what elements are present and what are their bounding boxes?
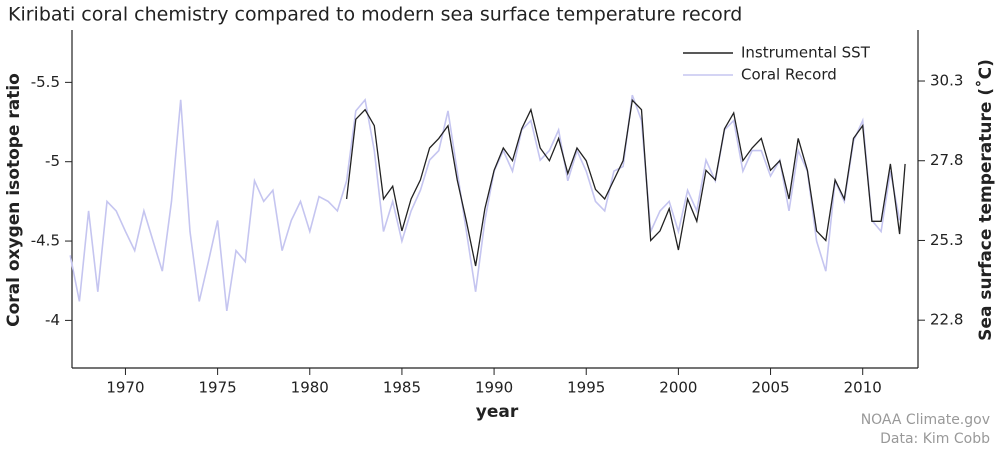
y2-tick-label: 27.8 xyxy=(930,151,963,169)
chart-title: Kiribati coral chemistry compared to mod… xyxy=(8,4,742,26)
y2-tick-label: 25.3 xyxy=(930,231,963,249)
credit: NOAA Climate.gov xyxy=(861,412,990,428)
x-tick-label: 1970 xyxy=(106,379,144,397)
y-axis-label: Coral oxygen isotope ratio xyxy=(4,73,24,327)
x-axis-label: year xyxy=(476,402,519,422)
x-tick-label: 1995 xyxy=(567,379,605,397)
x-tick-label: 1975 xyxy=(199,379,237,397)
credit: Data: Kim Cobb xyxy=(880,431,990,447)
x-tick-label: 2010 xyxy=(844,379,882,397)
y2-axis-label: Sea surface temperature (˚C) xyxy=(974,59,996,341)
x-tick-label: 2005 xyxy=(751,379,789,397)
x-tick-label: 1990 xyxy=(475,379,513,397)
y-tick-label: -4.5 xyxy=(31,232,60,250)
y2-tick-label: 30.3 xyxy=(930,72,963,90)
series-line xyxy=(69,94,901,312)
y-tick-label: -5.5 xyxy=(31,73,60,91)
legend-label: Coral Record xyxy=(741,66,837,84)
series-line xyxy=(345,98,906,267)
y-tick-label: -4 xyxy=(45,311,60,329)
y-tick-label: -5 xyxy=(45,152,60,170)
x-tick-label: 1980 xyxy=(291,379,329,397)
x-tick-label: 1985 xyxy=(383,379,421,397)
x-tick-label: 2000 xyxy=(659,379,697,397)
y2-tick-label: 22.8 xyxy=(930,311,963,329)
legend-label: Instrumental SST xyxy=(741,44,871,62)
